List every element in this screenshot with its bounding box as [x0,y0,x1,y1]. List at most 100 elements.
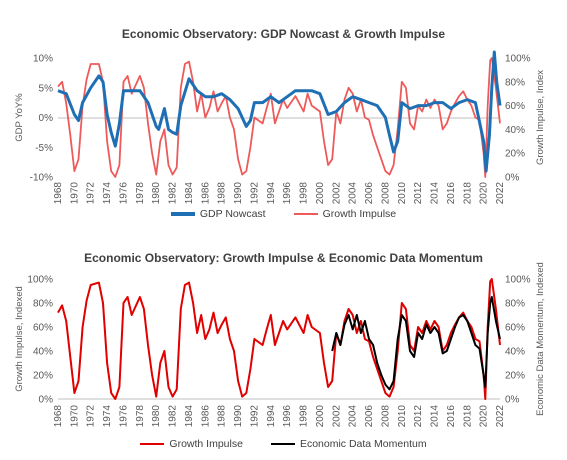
legend-label: Economic Data Momentum [299,438,427,450]
x-tick-label: 2000 [315,405,326,428]
y-tick-label-left: 60% [33,323,53,334]
x-tick-label: 1978 [135,405,146,428]
y-tick-label-right: 80% [505,77,525,88]
x-tick-label: 2008 [380,182,391,205]
x-tick-label: 1982 [168,405,179,428]
chart-gdp-nowcast: Economic Observatory: GDP Nowcast & Grow… [0,27,567,220]
x-tick-label: 1972 [86,405,97,428]
y-tick-label-right: 20% [505,371,525,382]
x-tick-label: 2000 [315,182,326,205]
x-tick-label: 1986 [200,182,211,205]
y-tick-label-right: 60% [505,323,525,334]
y-axis-label-left: GDP YoY% [14,93,25,142]
y-tick-label-left: -5% [35,143,53,154]
x-tick-label: 1974 [102,182,113,205]
y-tick-label-left: -10% [30,173,53,184]
legend-swatch [140,442,165,446]
chart-growth-impulse-momentum: Economic Observatory: Growth Impulse & E… [0,230,567,460]
chart-plot-area: 0% 20% 40% 60% 80% 100% 0% 20% 40% 60% 80% 100% 1968… [14,262,546,428]
x-tick-label: 1998 [299,405,310,428]
x-tick-label: 1984 [184,405,195,428]
y-tick-label-left: 20% [33,371,53,382]
series-line-gdp-nowcast [57,50,502,173]
legend-swatch [270,442,295,446]
x-tick-label: 1994 [266,182,277,205]
y-tick-label-left: 0% [39,395,54,406]
x-tick-label: 2004 [348,405,359,428]
legend-item-growth-impulse: Growth Impulse [293,208,397,220]
x-tick-label: 1968 [53,405,64,428]
y-tick-label-left: 0% [39,113,54,124]
x-tick-label: 1998 [299,182,310,205]
legend-item-economic-data-momentum: Economic Data Momentum [270,438,427,450]
x-tick-label: 1972 [86,182,97,205]
x-tick-label: 1976 [118,405,129,428]
y-tick-label-right: 100% [505,54,531,65]
x-tick-label: 1980 [151,405,162,428]
x-tick-label: 2020 [479,405,490,428]
y-tick-label-right: 40% [505,347,525,358]
x-tick-label: 2010 [397,405,408,428]
series-line-growth-impulse [57,278,501,400]
x-tick-label: 1986 [200,405,211,428]
x-tick-label: 1968 [53,182,64,205]
chart-legend: Growth Impulse Economic Data Momentum [0,438,567,450]
x-tick-label: 1996 [282,405,293,428]
x-tick-label: 1992 [249,182,260,205]
legend-swatch [170,212,195,216]
x-tick-label: 2016 [446,405,457,428]
y-axis-label-left: Growth Impulse, Indexed [14,286,25,392]
series-line-economic-data-momentum [331,296,501,391]
x-tick-label: 1988 [217,182,228,205]
x-tick-label: 2012 [413,405,424,428]
x-tick-label: 2006 [364,182,375,205]
y-tick-label-right: 0% [505,395,520,406]
chart-legend: GDP Nowcast Growth Impulse [0,208,567,220]
y-axis-label-right: Economic Data Momentum, Indexed [535,262,546,416]
y-axis-label-right: Growth Impulse, Index [535,70,546,165]
x-tick-label: 2022 [495,182,506,205]
x-tick-label: 2012 [413,182,424,205]
x-tick-label: 2002 [331,405,342,428]
x-tick-label: 1984 [184,182,195,205]
legend-swatch [293,213,318,215]
legend-label: Growth Impulse [322,208,397,220]
x-tick-label: 1974 [102,405,113,428]
x-tick-label: 1990 [233,405,244,428]
legend-item-growth-impulse: Growth Impulse [140,438,243,450]
x-tick-label: 2004 [348,182,359,205]
x-tick-label: 1980 [151,182,162,205]
x-tick-label: 2016 [446,182,457,205]
x-tick-label: 1970 [69,405,80,428]
x-tick-label: 2010 [397,182,408,205]
y-tick-label-left: 100% [27,275,53,286]
y-tick-label-left: 10% [33,54,53,65]
legend-label: GDP Nowcast [199,208,266,220]
x-tick-label: 2006 [364,405,375,428]
x-tick-label: 2022 [495,405,506,428]
x-tick-label: 1976 [118,182,129,205]
y-tick-label-right: 40% [505,125,525,136]
x-tick-label: 1992 [249,405,260,428]
x-tick-label: 2018 [462,182,473,205]
legend-item-gdp-nowcast: GDP Nowcast [170,208,266,220]
x-tick-label: 1994 [266,405,277,428]
x-tick-label: 2020 [479,182,490,205]
y-tick-label-left: 80% [33,299,53,310]
x-tick-label: 2002 [331,182,342,205]
chart-plot-area: -10% -5% 0% 5% 10% 0% 20% 40% 60% 80% 100% 1968 1970… [14,50,546,205]
y-tick-label-right: 0% [505,173,520,184]
x-tick-label: 2014 [430,182,441,205]
x-tick-label: 2008 [380,405,391,428]
y-tick-label-right: 80% [505,299,525,310]
chart-title: Economic Observatory: GDP Nowcast & Grow… [121,27,446,41]
x-tick-label: 1982 [168,182,179,205]
chart-title: Economic Observatory: Growth Impulse & E… [84,251,483,265]
y-tick-label-right: 60% [505,101,525,112]
x-tick-label: 1978 [135,182,146,205]
y-tick-label-right: 100% [505,275,531,286]
x-tick-label: 1990 [233,182,244,205]
y-tick-label-left: 40% [33,347,53,358]
y-tick-label-left: 5% [39,83,54,94]
x-tick-label: 1988 [217,405,228,428]
